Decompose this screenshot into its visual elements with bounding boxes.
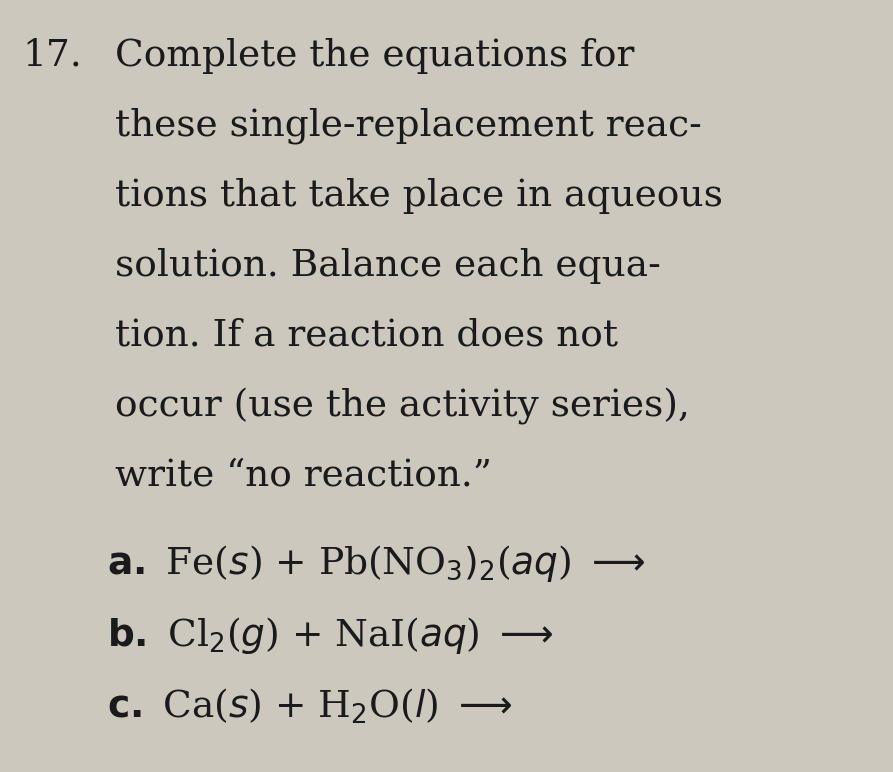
Text: these single-replacement reac-: these single-replacement reac- bbox=[115, 108, 702, 144]
Text: 17.: 17. bbox=[22, 38, 82, 74]
Text: $\mathbf{b.}$ Cl$_2$($g$) + NaI($aq$) $\longrightarrow$: $\mathbf{b.}$ Cl$_2$($g$) + NaI($aq$) $\… bbox=[107, 615, 554, 656]
Text: tion. If a reaction does not: tion. If a reaction does not bbox=[115, 318, 618, 354]
Text: tions that take place in aqueous: tions that take place in aqueous bbox=[115, 178, 722, 214]
Text: $\mathbf{a.}$ Fe($s$) + Pb(NO$_3)_2$($aq$) $\longrightarrow$: $\mathbf{a.}$ Fe($s$) + Pb(NO$_3)_2$($aq… bbox=[107, 543, 646, 584]
Text: solution. Balance each equa-: solution. Balance each equa- bbox=[115, 248, 661, 284]
Text: Complete the equations for: Complete the equations for bbox=[115, 38, 634, 74]
Text: occur (use the activity series),: occur (use the activity series), bbox=[115, 388, 690, 425]
Text: $\mathbf{c.}$ Ca($s$) + H$_2$O($l$) $\longrightarrow$: $\mathbf{c.}$ Ca($s$) + H$_2$O($l$) $\lo… bbox=[107, 687, 513, 726]
Text: write “no reaction.”: write “no reaction.” bbox=[115, 458, 492, 494]
